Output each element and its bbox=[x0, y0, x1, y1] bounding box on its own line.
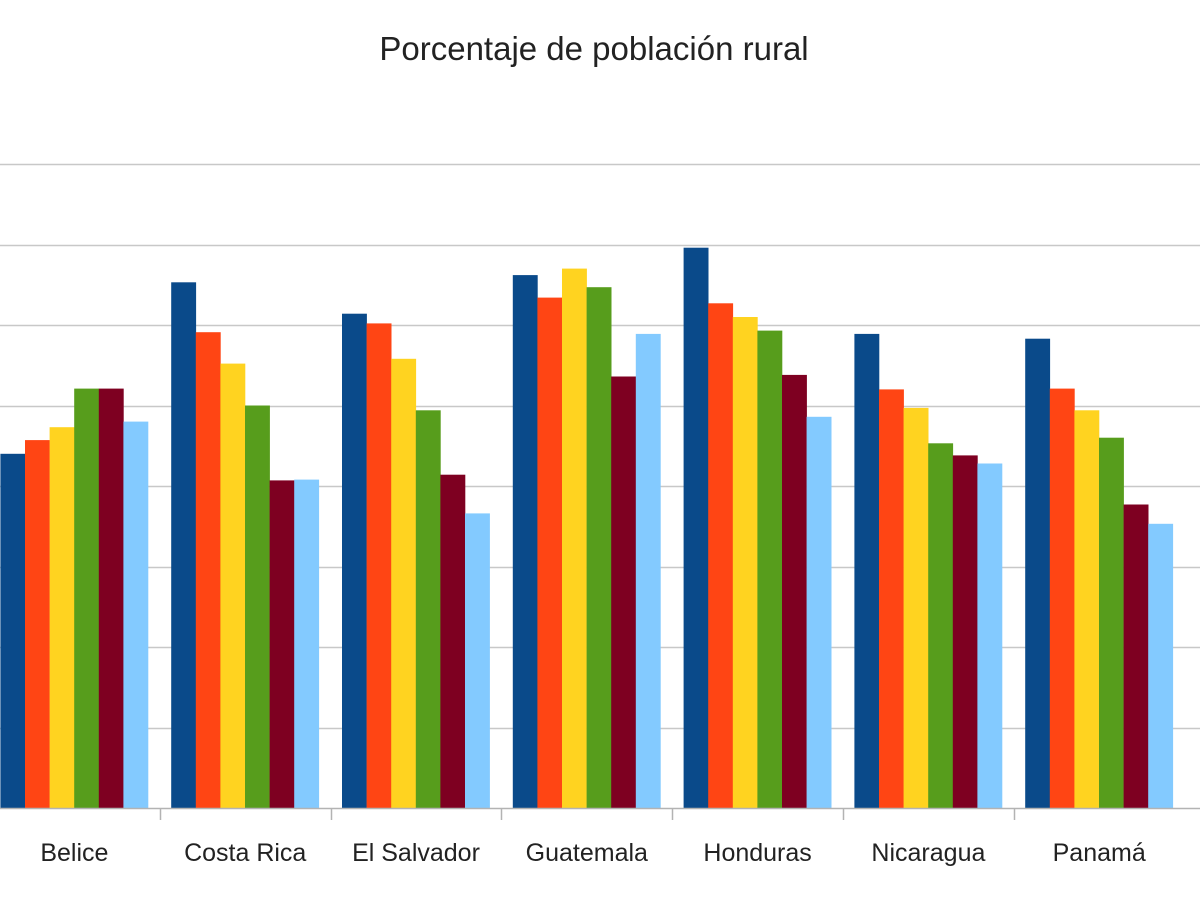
bar bbox=[269, 480, 295, 808]
category-label: Guatemala bbox=[526, 839, 648, 867]
category-label: Panamá bbox=[1053, 839, 1146, 867]
bar bbox=[1099, 437, 1124, 808]
x-axis bbox=[0, 807, 1200, 820]
bar bbox=[782, 374, 807, 808]
bar bbox=[806, 416, 832, 808]
bar bbox=[195, 332, 221, 808]
bar bbox=[562, 268, 587, 809]
bar bbox=[854, 333, 880, 808]
bar bbox=[903, 407, 929, 808]
bar bbox=[879, 389, 904, 808]
bar bbox=[415, 410, 441, 808]
bar bbox=[1025, 338, 1051, 808]
category-labels: Belice Costa Rica El Salvador Guatemala Hond… bbox=[40, 839, 1145, 867]
bar bbox=[440, 474, 466, 808]
bar bbox=[220, 363, 246, 808]
bar bbox=[1148, 523, 1174, 808]
bar bbox=[74, 388, 100, 808]
bar bbox=[952, 455, 978, 808]
bar bbox=[611, 376, 637, 808]
category-label: Costa Rica bbox=[184, 839, 306, 867]
bar bbox=[366, 323, 392, 808]
bar bbox=[25, 440, 50, 808]
category-label: El Salvador bbox=[352, 839, 480, 867]
chart-title: Porcentaje de población rural bbox=[379, 30, 809, 67]
bar bbox=[977, 463, 1003, 808]
bar bbox=[49, 427, 75, 808]
bar bbox=[123, 421, 149, 808]
bar bbox=[1049, 388, 1075, 808]
bar bbox=[683, 247, 709, 808]
bar bbox=[537, 297, 563, 808]
bar bbox=[294, 479, 320, 808]
bar bbox=[928, 443, 954, 808]
bar bbox=[342, 313, 367, 808]
category-label: Belice bbox=[40, 839, 108, 867]
bar bbox=[586, 287, 612, 808]
category-label: Honduras bbox=[703, 839, 811, 867]
bar bbox=[757, 330, 783, 808]
bar bbox=[391, 358, 417, 808]
bar bbox=[465, 513, 490, 808]
bar bbox=[512, 275, 538, 809]
bar bbox=[708, 303, 734, 808]
bar bbox=[1123, 504, 1149, 808]
bar bbox=[245, 405, 270, 808]
bar bbox=[171, 282, 197, 808]
bar bbox=[732, 317, 758, 808]
bar bbox=[98, 388, 124, 808]
bars bbox=[0, 247, 1174, 809]
category-label: Nicaragua bbox=[871, 839, 985, 867]
bar bbox=[1074, 410, 1100, 808]
bar bbox=[0, 453, 26, 808]
bar bbox=[635, 333, 661, 808]
